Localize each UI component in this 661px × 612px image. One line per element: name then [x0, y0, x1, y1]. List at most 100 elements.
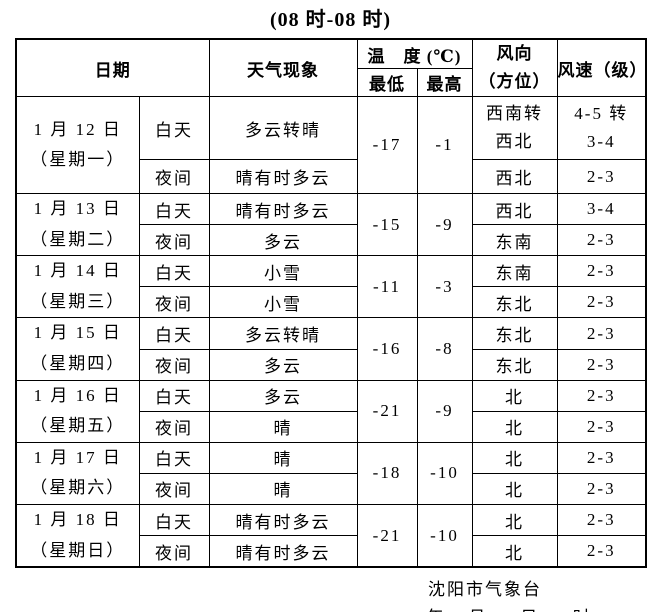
date-cell: 1 月 14 日 （星期三） — [15, 255, 140, 319]
period-cell: 夜间 — [138, 286, 210, 319]
wind-speed-cell: 2-3 — [556, 224, 647, 257]
header-wind-direction: 风向 （方位） — [471, 38, 558, 98]
report-title: (08 时-08 时) — [270, 9, 391, 31]
wind-speed-cell: 2-3 — [556, 317, 647, 350]
table-row-day: 1 月 18 日 （星期日） 白天 晴有时多云 -21 -10 北 2-3 — [15, 504, 647, 568]
wind-dir-cell: 东南 — [471, 255, 558, 288]
wind-dir-cell: 西南转 西北 — [471, 96, 558, 161]
period-cell: 夜间 — [138, 535, 210, 568]
temp-max-cell: -9 — [416, 193, 473, 257]
header-row-1: 日期 天气现象 温 度 (℃) 风向 （方位） 风速（级） — [15, 38, 647, 98]
period-cell: 夜间 — [138, 348, 210, 381]
report-footer-inner: 沈阳市气象台 2026 年 1 月 11 日 15 时 — [315, 576, 655, 612]
period-cell: 白天 — [138, 379, 210, 412]
temp-min-cell: -21 — [356, 504, 418, 568]
date-text: 1 月 15 日 — [33, 323, 122, 343]
weekday-text: （星期四） — [30, 354, 126, 374]
wind-speed-cell: 2-3 — [556, 379, 647, 412]
header-weather: 天气现象 — [208, 38, 358, 98]
weather-cell: 晴有时多云 — [208, 159, 358, 195]
wind-dir-cell: 北 — [471, 379, 558, 412]
date-cell: 1 月 17 日 （星期六） — [15, 441, 140, 506]
wind-dir-cell: 西北 — [471, 159, 558, 195]
period-cell: 白天 — [138, 193, 210, 226]
header-temperature: 温 度 (℃) — [356, 38, 473, 70]
wind-dir-cell: 北 — [471, 535, 558, 568]
weekday-text: （星期六） — [30, 478, 126, 498]
table-row-night: 夜间 多云 东北 2-3 — [16, 348, 647, 381]
wind-speed-cell: 2-3 — [556, 441, 647, 474]
weather-cell: 多云转晴 — [208, 96, 358, 161]
table-row-day: 1 月 17 日 （星期六） 白天 晴 -18 -10 北 2-3 — [15, 441, 647, 506]
temp-min-cell: -21 — [356, 379, 418, 443]
wind-dir-cell: 东北 — [471, 348, 558, 381]
weather-cell: 晴 — [208, 410, 358, 443]
date-text: 1 月 14 日 — [33, 261, 122, 281]
wind-speed-cell: 2-3 — [556, 159, 647, 195]
weekday-text: （星期二） — [30, 229, 126, 249]
table-row-night: 夜间 晴 北 2-3 — [16, 472, 647, 506]
table-row-night: 夜间 小雪 东北 2-3 — [16, 286, 647, 319]
temp-min-cell: -11 — [356, 255, 418, 319]
temp-max-cell: -3 — [416, 255, 473, 319]
wind-dir-cell: 北 — [471, 410, 558, 443]
table-row-night: 夜间 晴有时多云 北 2-3 — [16, 535, 647, 568]
header-temp-max: 最高 — [416, 68, 473, 98]
weekday-text: （星期日） — [30, 540, 126, 560]
report-footer: 沈阳市气象台 2026 年 1 月 11 日 15 时 — [15, 576, 645, 612]
table-row-night: 夜间 晴有时多云 西北 2-3 — [16, 159, 647, 195]
period-cell: 夜间 — [138, 410, 210, 443]
table-row-day: 1 月 15 日 （星期四） 白天 多云转晴 -16 -8 东北 2-3 — [15, 317, 647, 381]
temp-max-cell: -9 — [416, 379, 473, 443]
table-row-night: 夜间 晴 北 2-3 — [16, 410, 647, 443]
wind-dir-cell: 东北 — [471, 317, 558, 350]
date-cell: 1 月 15 日 （星期四） — [15, 317, 140, 381]
wind-speed-cell: 2-3 — [556, 348, 647, 381]
period-cell: 白天 — [138, 255, 210, 288]
weather-cell: 多云转晴 — [208, 317, 358, 350]
wind-speed-cell: 2-3 — [556, 410, 647, 443]
period-cell: 白天 — [138, 441, 210, 474]
temp-min-cell: -16 — [356, 317, 418, 381]
table-row-day: 1 月 14 日 （星期三） 白天 小雪 -11 -3 东南 2-3 — [15, 255, 647, 319]
weather-cell: 多云 — [208, 379, 358, 412]
table-row-day: 1 月 16 日 （星期五） 白天 多云 -21 -9 北 2-3 — [15, 379, 647, 443]
table-row-day: 1 月 12 日 （星期一） 白天 多云转晴 -17 -1 西南转 西北 4-5… — [15, 96, 647, 195]
weather-cell: 晴 — [208, 441, 358, 474]
forecast-table-body: 1 月 12 日 （星期一） 白天 多云转晴 -17 -1 西南转 西北 4-5… — [15, 96, 647, 568]
wind-speed-cell: 2-3 — [556, 504, 647, 537]
date-cell: 1 月 13 日 （星期二） — [15, 193, 140, 257]
wind-dir-cell: 北 — [471, 472, 558, 506]
temp-min-cell: -17 — [356, 96, 418, 195]
date-cell: 1 月 18 日 （星期日） — [15, 504, 140, 568]
date-text: 1 月 18 日 — [33, 510, 122, 530]
period-cell: 白天 — [138, 317, 210, 350]
table-row-night: 夜间 多云 东南 2-3 — [16, 224, 647, 257]
date-text: 1 月 13 日 — [33, 199, 122, 219]
wind-speed-cell: 4-5 转 3-4 — [556, 96, 647, 161]
temp-min-cell: -18 — [356, 441, 418, 506]
header-row-2: 最低 最高 — [16, 68, 646, 98]
wind-dir-cell: 北 — [471, 441, 558, 474]
weather-cell: 晴有时多云 — [208, 193, 358, 226]
weather-cell: 多云 — [208, 348, 358, 381]
weather-cell: 多云 — [208, 224, 358, 257]
weekday-text: （星期三） — [30, 291, 126, 311]
temp-max-cell: -1 — [416, 96, 473, 195]
weather-cell: 小雪 — [208, 286, 358, 319]
date-cell: 1 月 16 日 （星期五） — [15, 379, 140, 443]
issue-datetime: 2026 年 1 月 11 日 15 时 — [315, 604, 655, 612]
temp-max-cell: -10 — [416, 504, 473, 568]
temp-min-cell: -15 — [356, 193, 418, 257]
weather-cell: 小雪 — [208, 255, 358, 288]
table-row-day: 1 月 13 日 （星期二） 白天 晴有时多云 -15 -9 西北 3-4 — [15, 193, 647, 257]
date-text: 1 月 16 日 — [33, 385, 122, 405]
period-cell: 夜间 — [138, 472, 210, 506]
wind-speed-cell: 2-3 — [556, 535, 647, 568]
wind-speed-cell: 2-3 — [556, 286, 647, 319]
weather-cell: 晴 — [208, 472, 358, 506]
period-cell: 白天 — [138, 96, 210, 161]
period-cell: 白天 — [138, 504, 210, 537]
header-temp-min: 最低 — [356, 68, 418, 98]
